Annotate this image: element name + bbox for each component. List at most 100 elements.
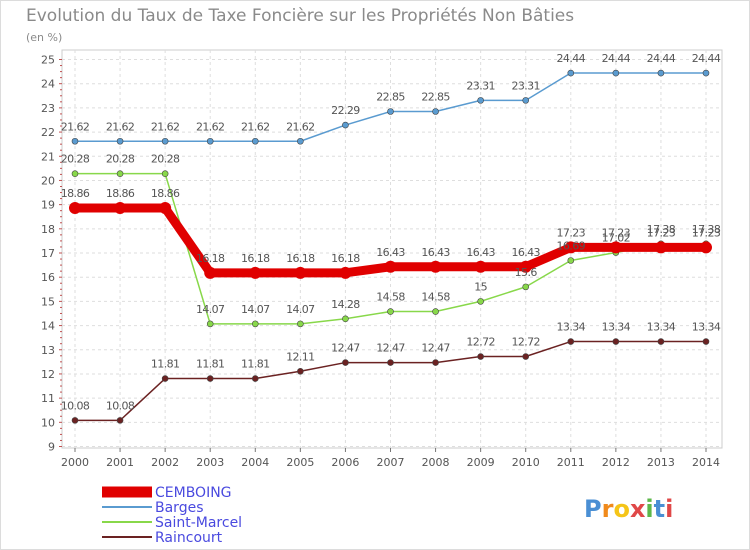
x-tick-label: 2009: [467, 456, 495, 469]
data-label-saint-marcel: 17.02: [602, 232, 631, 245]
data-point-saint-marcel: [251, 320, 259, 328]
series-layer: [69, 69, 712, 424]
x-tick-label: 2004: [241, 456, 269, 469]
data-point-barges: [161, 137, 169, 145]
data-label-raincourt: 12.72: [466, 336, 495, 349]
x-tick-label: 2008: [422, 456, 450, 469]
data-point-cemboing: [294, 266, 307, 279]
y-tick-label: 9: [48, 441, 55, 454]
data-point-saint-marcel: [161, 170, 169, 177]
data-point-barges: [251, 137, 259, 145]
data-point-raincourt: [161, 375, 169, 382]
data-point-raincourt: [612, 338, 620, 345]
x-tick-label: 2011: [557, 456, 585, 469]
data-point-raincourt: [657, 338, 665, 345]
data-label-barges: 21.62: [241, 120, 270, 133]
data-label-saint-marcel: 14.07: [196, 303, 225, 316]
data-point-barges: [387, 108, 394, 115]
data-label-barges: 23.31: [511, 79, 540, 92]
data-label-saint-marcel: 20.28: [151, 153, 180, 166]
data-label-cemboing: 17.23: [647, 226, 676, 239]
legend-swatch-barges: [102, 506, 152, 508]
data-point-barges: [612, 69, 620, 77]
data-label-barges: 21.62: [196, 120, 225, 133]
data-point-cemboing: [339, 266, 352, 279]
data-label-barges: 24.44: [647, 52, 676, 65]
data-label-raincourt: 10.08: [61, 399, 90, 412]
data-label-raincourt: 11.81: [196, 358, 225, 371]
data-point-raincourt: [71, 417, 79, 424]
y-tick-label: 21: [41, 150, 55, 163]
data-point-cemboing: [384, 260, 397, 273]
data-label-cemboing: 17.23: [692, 226, 721, 239]
data-label-cemboing: 16.43: [376, 246, 405, 259]
legend-label-raincourt: Raincourt: [155, 530, 223, 546]
data-point-raincourt: [387, 359, 394, 366]
data-label-raincourt: 13.34: [557, 321, 586, 334]
data-point-saint-marcel: [297, 320, 304, 328]
data-label-cemboing: 16.18: [196, 252, 225, 265]
data-label-barges: 22.85: [376, 91, 405, 104]
data-label-saint-marcel: 15: [474, 280, 487, 293]
data-point-raincourt: [116, 417, 124, 424]
legend-label-barges: Barges: [155, 500, 204, 516]
data-point-saint-marcel: [71, 170, 79, 177]
logo-letter: x: [630, 495, 646, 523]
y-tick-label: 11: [41, 392, 55, 405]
y-tick-label: 22: [41, 126, 55, 139]
y-tick-label: 15: [41, 295, 55, 308]
y-tick-label: 18: [41, 223, 55, 236]
data-label-saint-marcel: 14.28: [331, 298, 360, 311]
x-tick-label: 2001: [106, 456, 134, 469]
data-label-saint-marcel: 14.07: [286, 303, 315, 316]
data-label-barges: 21.62: [151, 120, 180, 133]
data-point-saint-marcel: [522, 283, 530, 291]
data-point-cemboing: [654, 241, 667, 254]
data-label-barges: 22.85: [421, 91, 450, 104]
data-point-saint-marcel: [116, 170, 124, 177]
x-tick-label: 2014: [692, 456, 720, 469]
data-label-saint-marcel: 14.58: [421, 291, 450, 304]
data-label-cemboing: 16.18: [241, 252, 270, 265]
data-point-raincourt: [206, 375, 214, 382]
data-label-barges: 24.44: [557, 52, 586, 65]
legend-swatch-saint-marcel: [102, 521, 152, 523]
data-label-cemboing: 16.43: [466, 246, 495, 259]
data-label-raincourt: 12.11: [286, 350, 315, 363]
data-label-saint-marcel: 17.38: [692, 223, 721, 236]
data-point-barges: [71, 137, 79, 145]
data-point-saint-marcel: [342, 315, 349, 323]
data-label-saint-marcel: 14.58: [376, 291, 405, 304]
data-point-cemboing: [114, 202, 127, 215]
logo-letter: o: [613, 495, 630, 523]
legend-label-saint-marcel: Saint-Marcel: [155, 515, 242, 531]
legend-swatch-cemboing: [102, 486, 152, 498]
data-point-raincourt: [432, 359, 439, 366]
data-point-cemboing: [429, 260, 442, 273]
data-point-cemboing: [204, 266, 217, 279]
logo-letter: t: [654, 495, 665, 523]
data-point-barges: [702, 69, 710, 77]
data-label-cemboing: 18.86: [106, 187, 135, 200]
logo-letter: i: [665, 495, 673, 523]
data-label-saint-marcel: 20.28: [106, 153, 135, 166]
legend-label-cemboing: CEMBOING: [155, 485, 232, 501]
data-point-barges: [206, 137, 214, 145]
x-tick-label: 2010: [512, 456, 540, 469]
data-label-barges: 24.44: [692, 52, 721, 65]
data-label-barges: 24.44: [602, 52, 631, 65]
data-point-raincourt: [342, 359, 349, 366]
data-point-cemboing: [69, 202, 81, 215]
data-label-cemboing: 16.18: [331, 252, 360, 265]
y-tick-label: 20: [41, 174, 55, 187]
data-label-saint-marcel: 20.28: [61, 153, 90, 166]
y-tick-label: 10: [41, 416, 55, 429]
data-point-barges: [342, 121, 349, 129]
chart-subtitle: (en %): [26, 31, 62, 44]
data-point-barges: [567, 69, 575, 77]
data-label-cemboing: 17.23: [557, 226, 586, 239]
data-label-cemboing: 16.43: [511, 246, 540, 259]
data-label-raincourt: 13.34: [602, 321, 631, 334]
